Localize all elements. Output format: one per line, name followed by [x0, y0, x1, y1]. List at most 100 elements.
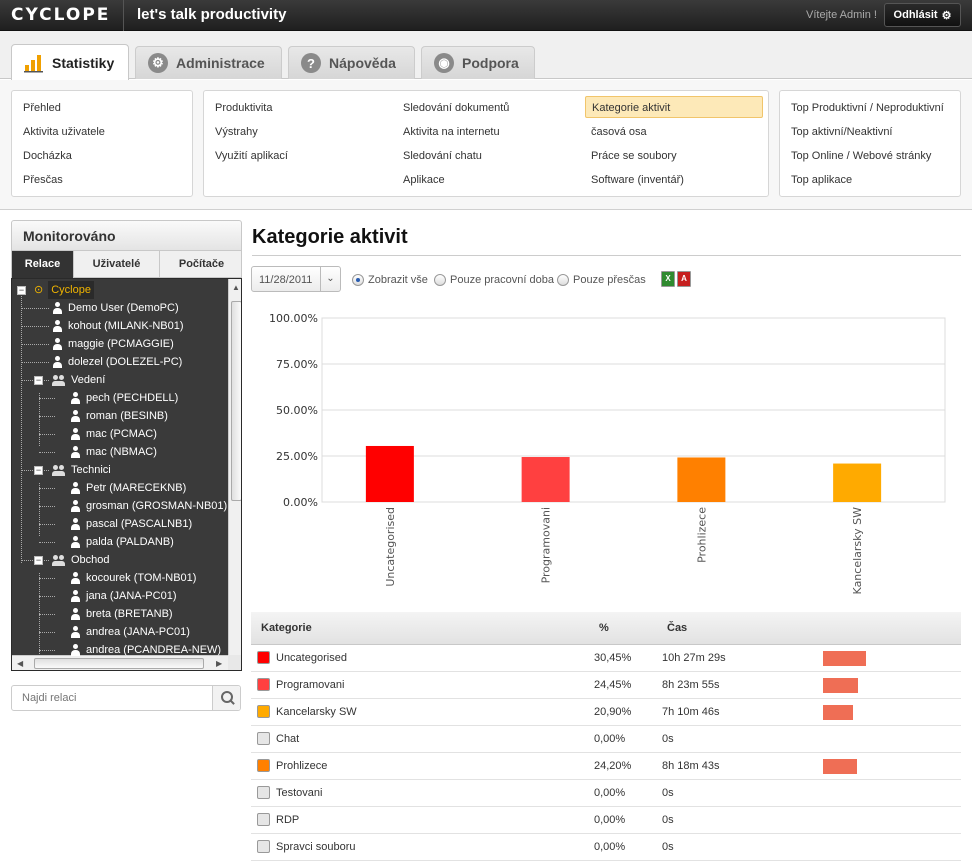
tree-group[interactable]: Technici — [52, 461, 111, 479]
logout-button[interactable]: Odhlásit ⚙ — [884, 3, 961, 27]
tab-uzivatele[interactable]: Uživatelé — [74, 251, 160, 278]
scrollbar-corner — [228, 655, 241, 670]
tree-user[interactable]: roman (BESINB) — [70, 407, 168, 425]
tab-relace[interactable]: Relace — [12, 251, 74, 278]
filter-overtime[interactable]: Pouze přesčas — [557, 274, 646, 286]
category-color-swatch[interactable] — [257, 651, 270, 664]
scroll-right-icon[interactable]: ▶ — [216, 659, 223, 668]
tree-root[interactable]: ⊙ Cyclope — [34, 281, 94, 299]
tab-administrace[interactable]: ⚙ Administrace — [135, 46, 282, 79]
submenu-item[interactable]: Top aktivní/Neaktivní — [791, 126, 893, 138]
table-row[interactable]: Kancelarsky SW 20,90% 7h 10m 46s — [251, 699, 961, 726]
radio-icon[interactable] — [434, 274, 446, 286]
submenu-item[interactable]: Sledování dokumentů — [403, 102, 510, 114]
submenu-item[interactable]: Aplikace — [403, 174, 445, 186]
category-color-swatch[interactable] — [257, 678, 270, 691]
submenu-item[interactable]: Software (inventář) — [591, 174, 684, 186]
tree-collapse-icon[interactable]: − — [34, 375, 43, 385]
category-color-swatch[interactable] — [257, 786, 270, 799]
tree-user[interactable]: andrea (JANA-PC01) — [70, 623, 190, 641]
tab-label: Nápověda — [329, 55, 396, 71]
filter-all[interactable]: Zobrazit vše — [352, 274, 428, 286]
table-row[interactable]: Chat 0,00% 0s — [251, 726, 961, 753]
tree-connector — [39, 596, 55, 597]
tree-user[interactable]: dolezel (DOLEZEL-PC) — [52, 353, 182, 371]
tree-user[interactable]: Demo User (DemoPC) — [52, 299, 179, 317]
table-row[interactable]: Spravci souboru 0,00% 0s — [251, 834, 961, 861]
submenu-item[interactable]: Práce se soubory — [591, 150, 677, 162]
radio-selected-icon[interactable] — [352, 274, 364, 286]
submenu-item[interactable]: Top aplikace — [791, 174, 853, 186]
session-search-input[interactable] — [12, 686, 212, 710]
x-tick-label: Uncategorised — [384, 507, 397, 587]
tab-statistiky[interactable]: Statistiky — [11, 44, 129, 80]
tab-napoveda[interactable]: ? Nápověda — [288, 46, 415, 79]
tree-connector — [39, 488, 55, 489]
category-name: RDP — [276, 814, 300, 826]
excel-export-icon[interactable]: X — [661, 271, 675, 287]
tree-collapse-icon[interactable]: − — [34, 465, 43, 475]
category-color-swatch[interactable] — [257, 732, 270, 745]
tree-vertical-scroll-thumb[interactable] — [231, 301, 241, 501]
tree-horizontal-scrollbar[interactable]: ◀ ▶ — [12, 655, 228, 670]
tree-user[interactable]: mac (NBMAC) — [70, 443, 157, 461]
tree-collapse-icon[interactable]: − — [34, 555, 43, 565]
tree-user[interactable]: jana (JANA-PC01) — [70, 587, 176, 605]
tree-user[interactable]: breta (BRETANB) — [70, 605, 173, 623]
tree-horizontal-scroll-thumb[interactable] — [34, 658, 204, 669]
submenu-item[interactable]: Aktivita na internetu — [403, 126, 500, 138]
table-row[interactable]: Prohlizece 24,20% 8h 18m 43s — [251, 753, 961, 780]
scroll-up-icon[interactable]: ▲ — [232, 283, 240, 292]
tree-user[interactable]: pech (PECHDELL) — [70, 389, 178, 407]
submenu-item[interactable]: Produktivita — [215, 102, 273, 114]
tree-user[interactable]: palda (PALDANB) — [70, 533, 174, 551]
tree-user[interactable]: andrea (PCANDREA-NEW) — [70, 641, 221, 659]
category-color-swatch[interactable] — [257, 813, 270, 826]
submenu-item[interactable]: Využití aplikací — [215, 150, 288, 162]
submenu-item[interactable]: Docházka — [23, 150, 72, 162]
chevron-down-icon[interactable]: ⌄ — [320, 267, 340, 291]
tree-vertical-scrollbar[interactable]: ▲ — [228, 279, 241, 655]
category-color-swatch[interactable] — [257, 840, 270, 853]
tree-connector — [39, 452, 55, 453]
submenu-item[interactable]: Aktivita uživatele — [23, 126, 105, 138]
submenu-item[interactable]: Přehled — [23, 102, 61, 114]
category-color-swatch[interactable] — [257, 759, 270, 772]
tree-user[interactable]: pascal (PASCALNB1) — [70, 515, 192, 533]
submenu-item[interactable]: Sledování chatu — [403, 150, 482, 162]
category-percent: 20,90% — [594, 706, 632, 718]
pdf-export-icon[interactable]: A — [677, 271, 691, 287]
table-row[interactable]: Testovani 0,00% 0s — [251, 780, 961, 807]
y-tick-label: 75.00% — [276, 358, 318, 371]
tree-user[interactable]: mac (PCMAC) — [70, 425, 157, 443]
submenu-item[interactable]: Top Online / Webové stránky — [791, 150, 932, 162]
main-tab-bar: Statistiky ⚙ Administrace ? Nápověda ◉ P… — [0, 31, 972, 80]
scroll-left-icon[interactable]: ◀ — [17, 659, 24, 668]
submenu-item[interactable]: časová osa — [591, 126, 647, 138]
submenu-item[interactable]: Top Produktivní / Neproduktivní — [791, 102, 944, 114]
tree-group[interactable]: Obchod — [52, 551, 110, 569]
tree-user[interactable]: grosman (GROSMAN-NB01) — [70, 497, 227, 515]
radio-icon[interactable] — [557, 274, 569, 286]
submenu-item-active[interactable]: Kategorie aktivit — [585, 96, 763, 118]
tab-podpora[interactable]: ◉ Podpora — [421, 46, 535, 79]
user-icon — [70, 500, 81, 512]
tree-user[interactable]: kocourek (TOM-NB01) — [70, 569, 196, 587]
tree-user[interactable]: Petr (MARECEKNB) — [70, 479, 186, 497]
table-row[interactable]: Programovani 24,45% 8h 23m 55s — [251, 672, 961, 699]
search-icon[interactable] — [212, 686, 240, 710]
table-row[interactable]: RDP 0,00% 0s — [251, 807, 961, 834]
submenu-item[interactable]: Výstrahy — [215, 126, 258, 138]
tab-pocitace[interactable]: Počítače — [178, 258, 225, 270]
submenu-item[interactable]: Přesčas — [23, 174, 63, 186]
tree-user[interactable]: maggie (PCMAGGIE) — [52, 335, 174, 353]
tree-collapse-icon[interactable]: − — [17, 285, 26, 295]
date-picker[interactable]: 11/28/2011 ⌄ — [251, 266, 341, 292]
category-color-swatch[interactable] — [257, 705, 270, 718]
share-bar — [823, 651, 866, 666]
table-row[interactable]: Uncategorised 30,45% 10h 27m 29s — [251, 645, 961, 672]
filter-work-hours[interactable]: Pouze pracovní doba — [434, 274, 554, 286]
tree-user[interactable]: kohout (MILANK-NB01) — [52, 317, 184, 335]
tree-node-label: Cyclope — [48, 281, 94, 299]
tree-group[interactable]: Vedení — [52, 371, 105, 389]
